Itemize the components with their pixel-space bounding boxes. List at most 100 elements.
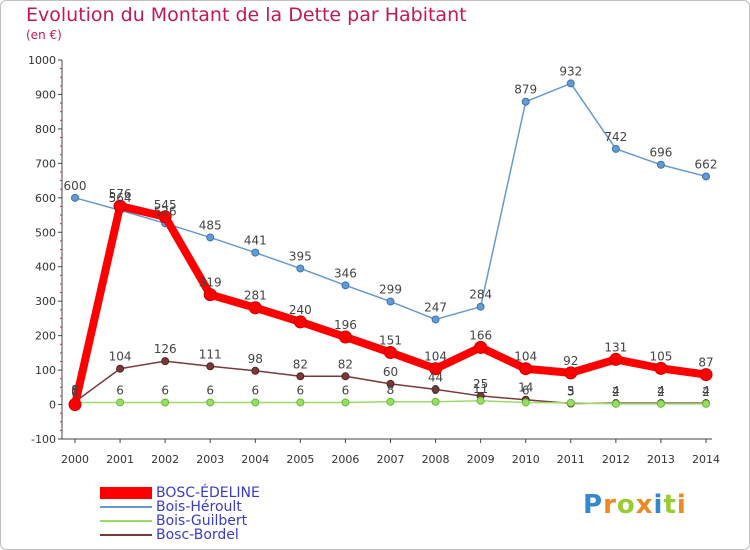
data-label: 82 (293, 357, 308, 371)
data-label: 98 (248, 352, 263, 366)
x-tick-label: 2012 (602, 453, 630, 466)
data-point (296, 372, 305, 381)
data-point (654, 361, 668, 375)
data-label: 92 (563, 354, 578, 368)
data-label: 25 (473, 377, 488, 391)
data-point (609, 352, 623, 366)
logo-letter: t (663, 490, 677, 520)
data-label: 6 (251, 383, 259, 397)
data-label: 395 (289, 249, 312, 263)
data-label: 8 (71, 383, 79, 397)
x-tick-label: 2001 (106, 453, 134, 466)
chart-legend: BOSC-ÉDELINE Bois-Héroult Bois-Guilbert Bos… (100, 486, 260, 542)
y-tick-label: 0 (49, 399, 56, 412)
data-label: 932 (559, 64, 582, 78)
y-tick-label: 400 (35, 261, 56, 274)
data-point (206, 398, 215, 407)
data-label: 0 (71, 386, 79, 400)
data-label: 8 (387, 383, 395, 397)
data-point (293, 315, 307, 329)
data-point (521, 398, 530, 407)
data-point (519, 362, 533, 376)
data-point (341, 281, 350, 290)
data-point (474, 340, 488, 354)
data-point (251, 398, 260, 407)
legend-label: BOSC-ÉDELINE (156, 485, 260, 501)
data-label: 4 (702, 384, 710, 398)
y-tick-label: 700 (35, 157, 56, 170)
data-point (203, 288, 217, 302)
data-label: 879 (514, 83, 537, 97)
proxiti-logo: Proxiti (583, 490, 687, 520)
data-label: 131 (604, 340, 627, 354)
data-point (251, 366, 260, 375)
legend-label: Bois-Guilbert (156, 513, 248, 529)
data-point (431, 315, 440, 324)
y-tick-label: 600 (35, 192, 56, 205)
x-tick-label: 2013 (647, 453, 675, 466)
data-label: 82 (338, 357, 353, 371)
data-label: 5 (567, 384, 575, 398)
data-label: 545 (154, 198, 177, 212)
legend-label: Bois-Héroult (156, 499, 242, 515)
data-label: 6 (522, 383, 530, 397)
y-tick-label: 300 (35, 295, 56, 308)
logo-letter: o (616, 490, 636, 520)
legend-swatch (100, 534, 152, 536)
data-point (566, 79, 575, 88)
data-label: 441 (244, 234, 267, 248)
data-point (161, 398, 170, 407)
data-label: 2 (702, 385, 710, 399)
data-label: 247 (424, 300, 447, 314)
legend-swatch (100, 520, 152, 522)
data-point (206, 362, 215, 371)
data-point (341, 398, 350, 407)
data-label: 11 (473, 382, 488, 396)
x-tick-label: 2009 (467, 453, 495, 466)
data-label: 6 (342, 383, 350, 397)
logo-letter: x (635, 490, 654, 520)
data-label: 151 (379, 334, 402, 348)
legend-label: Bosc-Bordel (156, 527, 239, 543)
data-label: 564 (109, 191, 132, 205)
data-label: 111 (199, 347, 222, 361)
data-label: 4 (657, 384, 665, 398)
legend-item: BOSC-ÉDELINE (100, 486, 260, 500)
data-point (341, 372, 350, 381)
data-point (566, 398, 575, 407)
logo-letter: i (653, 490, 664, 520)
data-label: 2 (657, 385, 665, 399)
data-label: 299 (379, 283, 402, 297)
y-tick-label: 1000 (28, 54, 56, 67)
y-tick-label: 800 (35, 123, 56, 136)
data-point (702, 399, 710, 408)
legend-swatch (100, 506, 152, 508)
x-tick-label: 2006 (331, 453, 359, 466)
data-label: 6 (206, 383, 214, 397)
legend-item: Bosc-Bordel (100, 528, 260, 542)
logo-letter: r (603, 490, 617, 520)
data-point (296, 264, 305, 273)
data-label: 126 (154, 342, 177, 356)
data-label: 526 (154, 204, 177, 218)
data-point (296, 398, 305, 407)
data-label: 281 (244, 289, 267, 303)
data-point (431, 397, 440, 406)
data-label: 696 (649, 146, 672, 160)
data-point (476, 302, 485, 311)
data-label: 104 (109, 350, 132, 364)
chart-title: Evolution du Montant de la Dette par Hab… (26, 4, 467, 26)
x-tick-label: 2000 (61, 453, 89, 466)
data-label: 4 (612, 384, 620, 398)
x-tick-label: 2003 (196, 453, 224, 466)
data-label: 600 (64, 179, 87, 193)
data-point (656, 399, 665, 408)
data-label: 485 (199, 218, 222, 232)
logo-letter: i (676, 490, 687, 520)
data-point (386, 297, 395, 306)
data-point (699, 368, 713, 382)
data-label: 576 (109, 187, 132, 201)
x-tick-label: 2005 (286, 453, 314, 466)
x-tick-label: 2014 (692, 453, 720, 466)
